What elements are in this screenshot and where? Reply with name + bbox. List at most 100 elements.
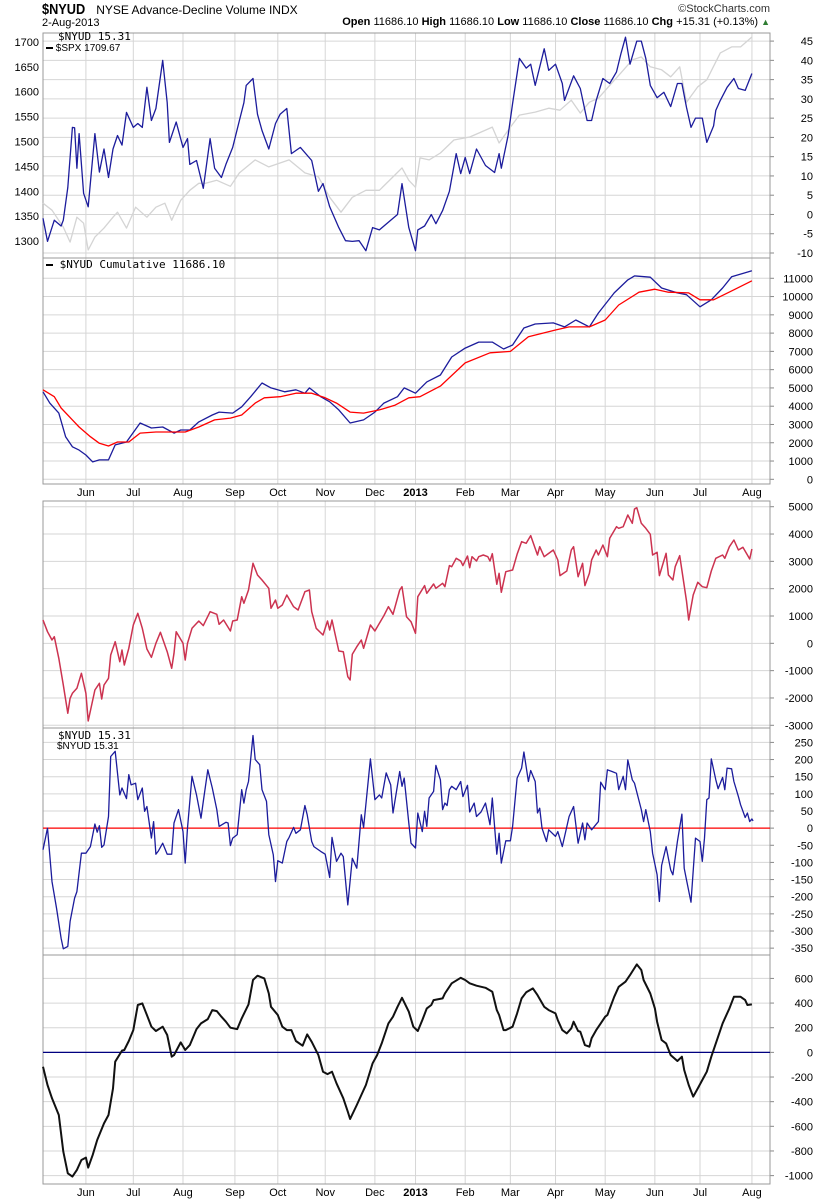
y-tick-label: 150 [795,772,813,784]
y-tick-label: 2000 [789,438,813,450]
x-tick-label: Nov [315,1187,335,1199]
y-tick-label: 50 [801,806,813,818]
panel-p1: 45 40 35 30 25 20 15 10 5 0 -5 -10 1700 1650 1600 1550 1… [15,32,813,260]
y-tick-label: 45 [801,36,813,48]
low-label: Low [497,16,520,28]
y-tick-label: 3000 [789,556,813,568]
y-tick-label: -50 [797,840,813,852]
high-value: 11686.10 [449,16,495,28]
panel-p3: 5000 4000 3000 2000 1000 0 -1000 -2000 -3000 [42,500,813,732]
y-tick-label: 20 [801,132,813,144]
close-value: 11686.10 [603,16,649,28]
y-tick-label: 9000 [789,310,813,322]
y-tick-label-left: 1650 [15,62,39,74]
close-label: Close [570,16,601,28]
x-tick-label: Aug [173,487,193,499]
x-tick-label: Jun [646,487,664,499]
low-value: 11686.10 [522,16,568,28]
panel-p4: 250 200 150 100 50 0 -50 -100 -150 -200 -250 -300 -3… [42,727,813,956]
y-tick-label: 400 [795,998,813,1010]
panel-frame [42,257,771,485]
y-tick-label: 0 [807,209,813,221]
open-label: Open [342,16,371,28]
y-tick-label: 7000 [789,346,813,358]
y-tick-label: 5000 [789,502,813,514]
y-tick-label: -400 [791,1097,813,1109]
y-tick-label-left: 1550 [15,112,39,124]
y-tick-label: 600 [795,973,813,985]
chg-label: Chg [651,16,673,28]
y-tick-label: 11000 [783,273,813,285]
y-tick-label: -2000 [785,693,813,705]
legend-nyud2-p4: $NYUD 15.31 [57,741,119,752]
y-tick-label: 40 [801,55,813,67]
x-tick-label: Dec [365,1187,385,1199]
y-tick-label: 25 [801,113,813,125]
up-triangle-icon: ▲ [761,17,770,27]
x-tick-label: Apr [547,1187,564,1199]
x-tick-label: Mar [501,1187,520,1199]
y-tick-label: 0 [807,638,813,650]
legend-swatch-icon [46,264,53,266]
x-tick-label: May [595,487,616,499]
y-tick-label: 10 [801,171,813,183]
x-tick-label: Jun [77,487,95,499]
y-tick-label-left: 1350 [15,211,39,223]
y-tick-label: 10000 [782,292,813,304]
chart-title: $NYUD NYSE Advance-Decline Volume INDX [42,1,298,18]
y-tick-label: 2000 [789,584,813,596]
series-line-indicator [42,506,753,722]
y-tick-label: 200 [795,1023,813,1035]
x-tick-label: Apr [547,487,564,499]
series-line-oscillator [42,963,753,1178]
y-tick-label: -150 [791,875,813,887]
legend-nyud-p4: $NYUD 15.31 [58,729,131,742]
y-tick-label: 4000 [789,529,813,541]
x-tick-label: Jun [77,1187,95,1199]
panel-frame [42,954,771,1185]
y-tick-label-left: 1600 [15,87,39,99]
legend-spx-p1: $SPX 1709.67 [46,43,120,54]
y-tick-label-left: 1500 [15,137,39,149]
chart-date: 2-Aug-2013 [42,17,100,29]
y-tick-label: 0 [807,1047,813,1059]
y-tick-label: -100 [791,857,813,869]
series-line--nyud [42,36,753,252]
x-tick-label: 2013 [403,487,427,499]
x-tick-label: Aug [742,487,762,499]
x-tick-label: Aug [173,1187,193,1199]
y-tick-label: 5 [807,190,813,202]
legend-swatch-icon [46,47,53,50]
y-tick-label: 4000 [789,401,813,413]
x-tick-label: Jul [693,1187,707,1199]
y-tick-label: -10 [797,248,813,260]
open-value: 11686.10 [373,16,419,28]
series-line--nyud-cumulative [42,270,753,463]
x-tick-label: May [595,1187,616,1199]
copyright: ©StockCharts.com [678,3,770,15]
panel-frame [42,32,771,259]
y-tick-label: -200 [791,892,813,904]
y-tick-label: 100 [795,789,813,801]
y-tick-label: -300 [791,926,813,938]
x-tick-label: Mar [501,487,520,499]
y-tick-label: -5 [803,229,813,241]
y-tick-label: 0 [807,474,813,486]
x-tick-label: Aug [742,1187,762,1199]
x-tick-label: Jul [126,487,140,499]
high-label: High [421,16,447,28]
legend-nyud-p1: $NYUD 15.31 [58,30,131,43]
y-tick-label: 250 [795,737,813,749]
series-line--nyud [42,734,754,950]
y-tick-label: 3000 [789,419,813,431]
y-tick-label: -800 [791,1146,813,1158]
y-tick-label: 6000 [789,365,813,377]
legend-cumulative-p2: $NYUD Cumulative 11686.10 [46,258,225,271]
y-tick-label: 0 [807,823,813,835]
y-tick-label: -350 [791,943,813,955]
y-tick-label: 15 [801,152,813,164]
y-tick-label: -200 [791,1072,813,1084]
y-tick-label: 1000 [789,611,813,623]
y-tick-label-left: 1700 [15,37,39,49]
panel-p2: 1100010000900080007000600050004000300020… [42,257,813,499]
